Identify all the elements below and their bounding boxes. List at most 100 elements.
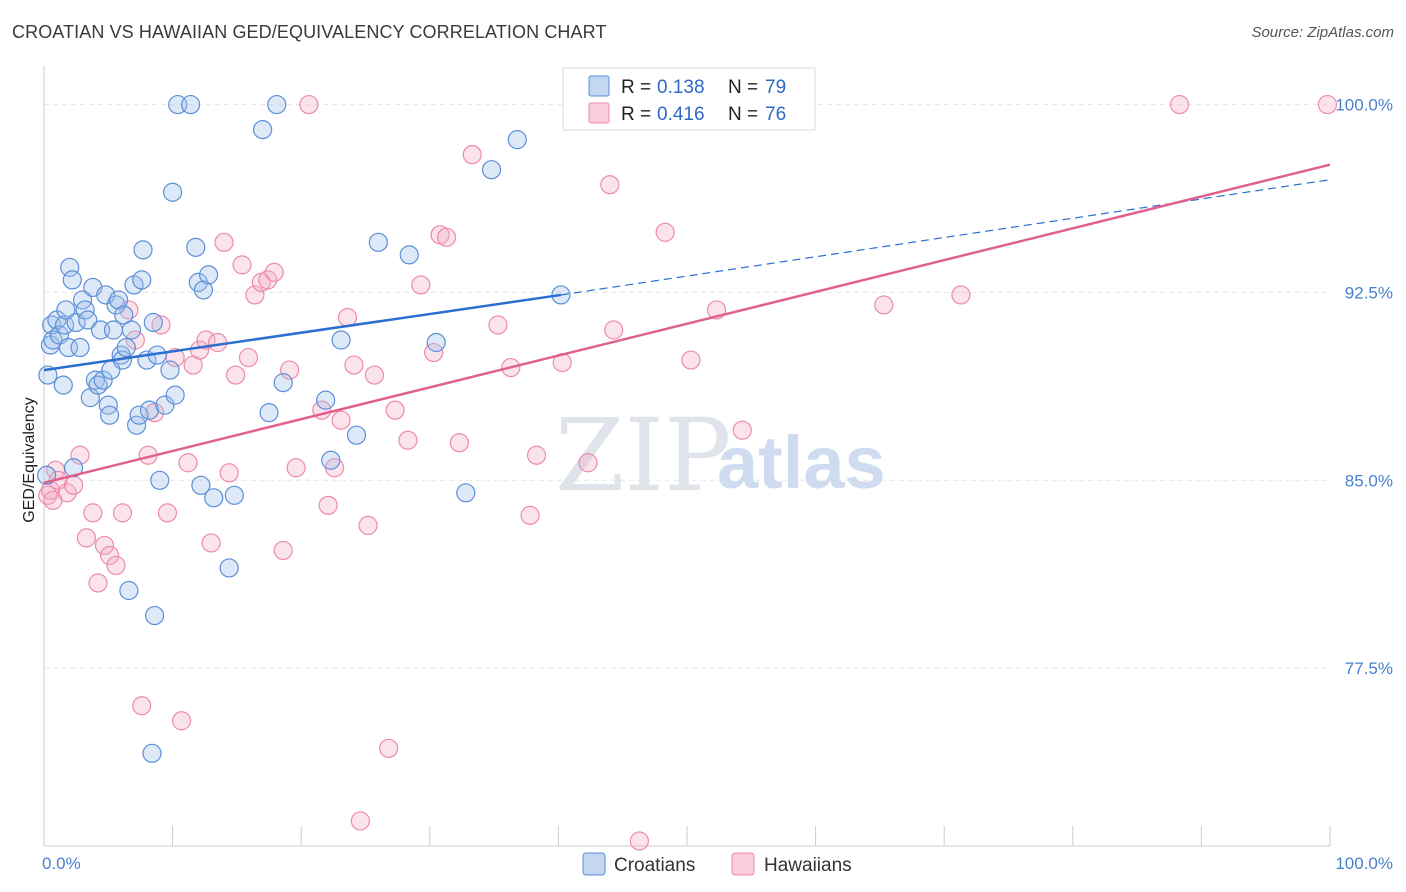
stats-legend: R = 0.138 N = 79 R = 0.416 N = 76 (562, 67, 816, 131)
croatians-point-62 (219, 558, 239, 578)
hawaiians-point-67 (604, 320, 624, 340)
hawaiians-point-17 (132, 696, 152, 716)
hawaiians-point-6 (63, 475, 84, 495)
hawaiians-point-73 (874, 295, 894, 315)
hawaiians-point-77 (600, 175, 620, 195)
legend-n-hawaiians: 76 (765, 104, 786, 125)
bottom-legend-croatians: Croatians (614, 855, 695, 876)
croatians-point-68 (321, 450, 341, 470)
croatians-point-34 (114, 305, 134, 325)
croatians-points (36, 94, 571, 763)
croatians-point-44 (139, 400, 160, 420)
croatians-point-53 (165, 385, 185, 405)
legend-swatch-hawaiians (588, 102, 610, 124)
hawaiians-point-66 (578, 453, 598, 473)
hawaiians-point-11 (94, 535, 115, 556)
hawaiians-point-44 (318, 495, 338, 515)
croatians-point-74 (481, 160, 502, 180)
hawaiians-point-54 (398, 430, 418, 450)
hawaiians-point-46 (331, 410, 351, 430)
hawaiians-point-40 (280, 360, 300, 380)
y-tick-label-1: 92.5% (1345, 283, 1393, 302)
hawaiians-trend (43, 163, 1331, 485)
trend-lines (43, 163, 1331, 485)
hawaiians-point-61 (488, 315, 508, 335)
axes (43, 66, 1331, 847)
hawaiians-point-55 (411, 275, 431, 295)
hawaiians-point-28 (201, 533, 221, 553)
hawaiians-point-14 (112, 503, 133, 523)
hawaiians-point-69 (655, 222, 675, 242)
croatians-point-56 (186, 237, 206, 257)
hawaiians-point-75 (1169, 94, 1190, 115)
hawaiians-point-32 (226, 365, 246, 385)
croatians-point-63 (224, 485, 244, 505)
source-label: Source: ZipAtlas.com (1251, 24, 1394, 41)
hawaiians-point-5 (57, 483, 77, 503)
croatians-point-55 (181, 94, 201, 115)
croatians-point-31 (108, 290, 129, 310)
croatians-point-4 (43, 330, 63, 350)
croatians-point-21 (85, 370, 106, 390)
hawaiians-point-21 (157, 503, 178, 523)
croatians-trend-solid (43, 293, 562, 372)
croatians-point-24 (93, 370, 113, 390)
hawaiians-point-59 (449, 433, 469, 453)
croatians-point-36 (119, 580, 139, 601)
hawaiians-point-12 (99, 545, 120, 566)
hawaiians-point-68 (629, 831, 650, 851)
legend-swatch-croatians (588, 75, 610, 97)
hawaiians-points (38, 94, 1338, 851)
hawaiians-point-60 (462, 145, 482, 165)
bottom-legend: Croatians Hawaiians (582, 852, 852, 876)
croatians-point-70 (346, 425, 367, 445)
hawaiians-point-33 (232, 255, 252, 275)
hawaiians-point-30 (214, 232, 234, 252)
croatians-point-25 (96, 285, 116, 305)
hawaiians-point-20 (151, 315, 171, 335)
watermark-atlas: atlas (717, 421, 886, 504)
croatians-point-64 (253, 120, 273, 140)
croatians-point-26 (98, 395, 118, 415)
hawaiians-point-76 (1317, 94, 1338, 115)
hawaiians-point-7 (70, 445, 90, 465)
hawaiians-point-23 (172, 711, 192, 731)
legend-r-label-hawaiians: R = (621, 104, 651, 125)
watermark-zip: ZIP (555, 397, 731, 514)
hawaiians-point-39 (273, 540, 293, 561)
hawaiians-point-9 (83, 503, 103, 523)
legend-r-label-croatians: R = (621, 77, 651, 98)
hawaiians-point-64 (526, 445, 547, 465)
croatians-point-1 (38, 365, 58, 385)
hawaiians-point-19 (144, 403, 165, 423)
hawaiians-point-13 (106, 555, 126, 576)
croatians-point-69 (331, 330, 351, 350)
croatians-point-58 (191, 475, 211, 495)
hawaiians-point-38 (264, 262, 284, 282)
croatians-point-40 (129, 405, 149, 425)
croatians-point-50 (155, 395, 175, 415)
croatians-point-35 (116, 337, 136, 358)
hawaiians-point-26 (190, 340, 210, 360)
croatians-point-45 (142, 743, 162, 763)
croatians-point-60 (199, 265, 219, 285)
croatians-point-9 (56, 300, 76, 320)
y-tick-label-2: 85.0% (1345, 471, 1393, 490)
croatians-trend-dashed (560, 179, 1331, 296)
croatians-point-42 (133, 240, 153, 260)
croatians-point-12 (62, 270, 82, 290)
legend-n-label-hawaiians: N = (728, 104, 758, 125)
croatians-point-37 (121, 320, 142, 340)
hawaiians-point-72 (732, 420, 752, 440)
croatians-point-8 (54, 315, 75, 335)
hawaiians-point-37 (258, 270, 278, 290)
hawaiians-point-41 (286, 458, 306, 478)
hawaiians-point-35 (245, 285, 265, 305)
bottom-legend-hawaiians: Hawaiians (764, 855, 852, 876)
legend-n-croatians: 79 (765, 77, 786, 98)
x-tick-labels: 0.0% 100.0% (42, 854, 1393, 873)
hawaiians-point-58 (436, 227, 457, 247)
croatians-point-72 (399, 245, 419, 265)
bottom-legend-swatch-hawaiians (731, 852, 755, 876)
